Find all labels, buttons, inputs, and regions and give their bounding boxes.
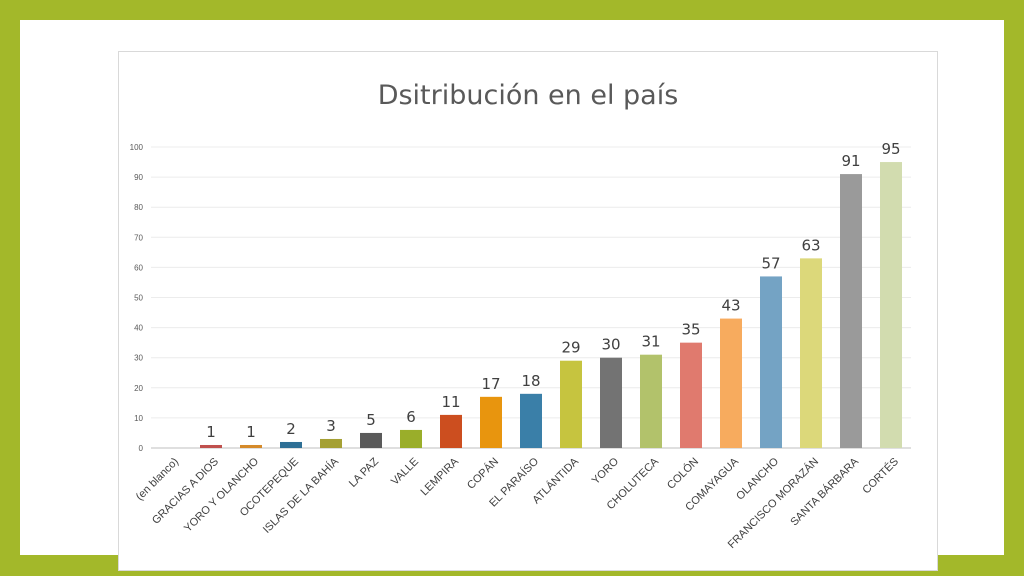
bar — [680, 342, 702, 448]
y-tick-label: 30 — [134, 354, 143, 363]
x-tick-label: COPÁN — [464, 455, 501, 492]
data-label: 11 — [441, 393, 460, 411]
data-label: 43 — [721, 297, 740, 315]
bar — [640, 354, 662, 448]
data-label: 91 — [841, 152, 860, 170]
data-label: 63 — [801, 236, 820, 254]
y-tick-label: 0 — [139, 444, 144, 453]
data-label: 5 — [366, 411, 376, 429]
y-tick-label: 100 — [130, 143, 144, 152]
chart-title: Dsitribución en el país — [377, 80, 679, 111]
x-tick-label: VALLE — [389, 456, 421, 488]
data-label: 57 — [761, 254, 780, 272]
bar — [880, 162, 902, 449]
bar — [320, 438, 342, 448]
data-label: 17 — [481, 375, 500, 393]
chart-frame: Dsitribución en el país 0 10 20 30 40 50 60 70 8… — [118, 51, 938, 571]
bar — [440, 414, 462, 448]
bar — [360, 432, 382, 448]
x-tick-label: ISLAS DE LA BAHÍA — [260, 454, 341, 535]
data-label: 1 — [206, 423, 216, 441]
y-tick-label: 10 — [134, 414, 143, 423]
y-tick-label: 60 — [134, 263, 143, 272]
data-label: 18 — [521, 372, 540, 390]
bar — [240, 444, 262, 448]
y-tick-label: 20 — [134, 384, 143, 393]
data-label: 1 — [246, 423, 256, 441]
data-label: 29 — [561, 339, 580, 357]
bar — [760, 276, 782, 448]
data-label: 31 — [641, 333, 660, 351]
bar — [600, 357, 622, 448]
data-label: 2 — [286, 420, 296, 438]
bar — [200, 444, 222, 448]
x-tick-label: COLÓN — [664, 455, 701, 492]
bar — [280, 441, 302, 448]
x-tick-label: CORTÉS — [860, 455, 901, 496]
y-tick-label: 80 — [134, 203, 143, 212]
x-tick-label: LEMPIRA — [418, 455, 461, 498]
y-tick-label: 90 — [134, 173, 143, 182]
data-label: 6 — [406, 408, 416, 426]
x-tick-label: LA PAZ — [347, 455, 381, 489]
bar — [720, 318, 742, 448]
bar — [840, 174, 862, 448]
data-label: 35 — [681, 321, 700, 339]
data-label: 95 — [881, 140, 900, 158]
bar — [800, 258, 822, 448]
data-label: 30 — [601, 336, 620, 354]
y-tick-label: 40 — [134, 324, 143, 333]
y-tick-label: 50 — [134, 294, 143, 303]
x-tick-label: YORO — [590, 455, 622, 487]
bar — [560, 360, 582, 448]
x-tick-label: YORO Y OLANCHO — [182, 455, 261, 534]
bar — [400, 429, 422, 448]
bar — [520, 393, 542, 448]
data-label: 3 — [326, 417, 336, 435]
x-tick-label: SANTA BÁRBARA — [788, 454, 862, 528]
y-tick-label: 70 — [134, 233, 143, 242]
bar — [480, 396, 502, 448]
slide-background: Dsitribución en el país 0 10 20 30 40 50 60 70 8… — [20, 20, 1004, 571]
